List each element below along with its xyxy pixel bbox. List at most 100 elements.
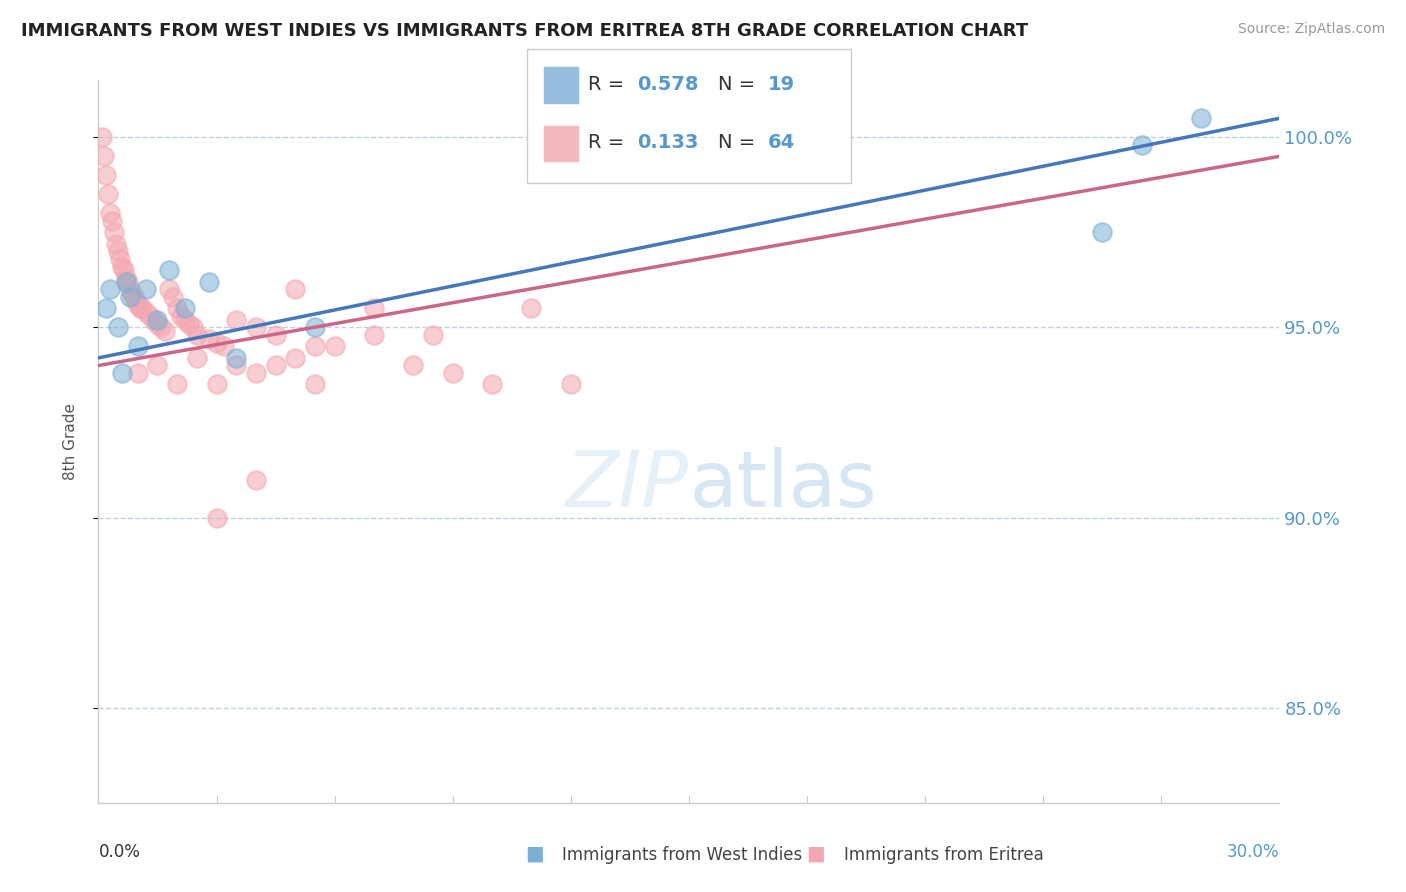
Point [225,351,247,365]
Text: R =: R = [588,133,630,153]
Point [122,290,145,304]
Point [245,473,267,487]
Point [121,286,143,301]
Text: N =: N = [718,75,762,94]
Point [363,328,385,343]
Point [441,366,464,380]
Point [111,366,134,380]
Point [225,359,247,373]
Text: IMMIGRANTS FROM WEST INDIES VS IMMIGRANTS FROM ERITREA 8TH GRADE CORRELATION CHA: IMMIGRANTS FROM WEST INDIES VS IMMIGRANT… [21,22,1028,40]
Point [166,377,188,392]
Point [111,260,134,274]
Point [131,301,153,316]
Point [135,282,157,296]
Point [1091,226,1114,240]
Point [128,301,150,316]
Point [127,298,149,312]
Text: Source: ZipAtlas.com: Source: ZipAtlas.com [1237,22,1385,37]
Point [284,351,307,365]
Point [157,282,180,296]
Point [520,301,543,316]
Point [112,263,135,277]
Text: 0.133: 0.133 [637,133,699,153]
Point [245,320,267,334]
Point [127,339,149,353]
Point [245,366,267,380]
Point [93,149,115,163]
Point [138,309,160,323]
Point [150,320,173,334]
Y-axis label: 8th Grade: 8th Grade [63,403,77,480]
Point [304,377,326,392]
Point [105,236,128,251]
Point [304,339,326,353]
Point [422,328,444,343]
Point [174,301,197,316]
Point [98,282,121,296]
Point [96,169,118,183]
Point [118,290,141,304]
Point [186,328,208,343]
Point [225,313,247,327]
Point [214,339,236,353]
Text: ▪: ▪ [806,840,825,869]
Text: ▪: ▪ [524,840,544,869]
Text: 19: 19 [768,75,794,94]
Point [174,313,197,327]
Point [323,339,346,353]
Point [1189,112,1212,126]
Point [197,275,219,289]
Point [96,301,118,316]
Point [157,263,180,277]
Point [264,328,287,343]
Text: atlas: atlas [689,447,876,523]
Point [197,332,219,346]
Point [142,313,165,327]
Text: 30.0%: 30.0% [1227,843,1279,861]
Point [135,305,157,319]
Point [284,282,307,296]
Point [304,320,326,334]
Point [117,275,139,289]
Point [162,290,184,304]
Text: ZIP: ZIP [567,447,689,523]
Point [107,244,129,259]
Point [205,377,228,392]
Point [481,377,503,392]
Point [107,320,129,334]
Text: Immigrants from West Indies: Immigrants from West Indies [562,846,803,863]
Point [125,293,148,308]
Point [108,252,131,266]
Point [146,317,169,331]
Text: 0.578: 0.578 [637,75,699,94]
Point [115,271,138,285]
Point [560,377,582,392]
Text: Immigrants from Eritrea: Immigrants from Eritrea [844,846,1043,863]
Point [91,130,114,145]
Point [264,359,287,373]
Point [146,313,169,327]
Text: R =: R = [588,75,630,94]
Point [98,206,121,220]
Point [363,301,385,316]
Point [97,187,120,202]
Point [103,226,125,240]
Point [101,214,124,228]
Point [118,282,141,296]
Point [186,351,208,365]
Point [205,510,228,524]
Text: 64: 64 [768,133,794,153]
Point [1130,137,1153,152]
Point [177,317,200,331]
Point [402,359,425,373]
Point [146,359,169,373]
Text: N =: N = [718,133,762,153]
Point [166,301,188,316]
Point [205,335,228,350]
Text: 0.0%: 0.0% [98,843,141,861]
Point [115,275,138,289]
Point [170,309,193,323]
Point [155,324,177,338]
Point [127,366,149,380]
Point [181,320,204,334]
